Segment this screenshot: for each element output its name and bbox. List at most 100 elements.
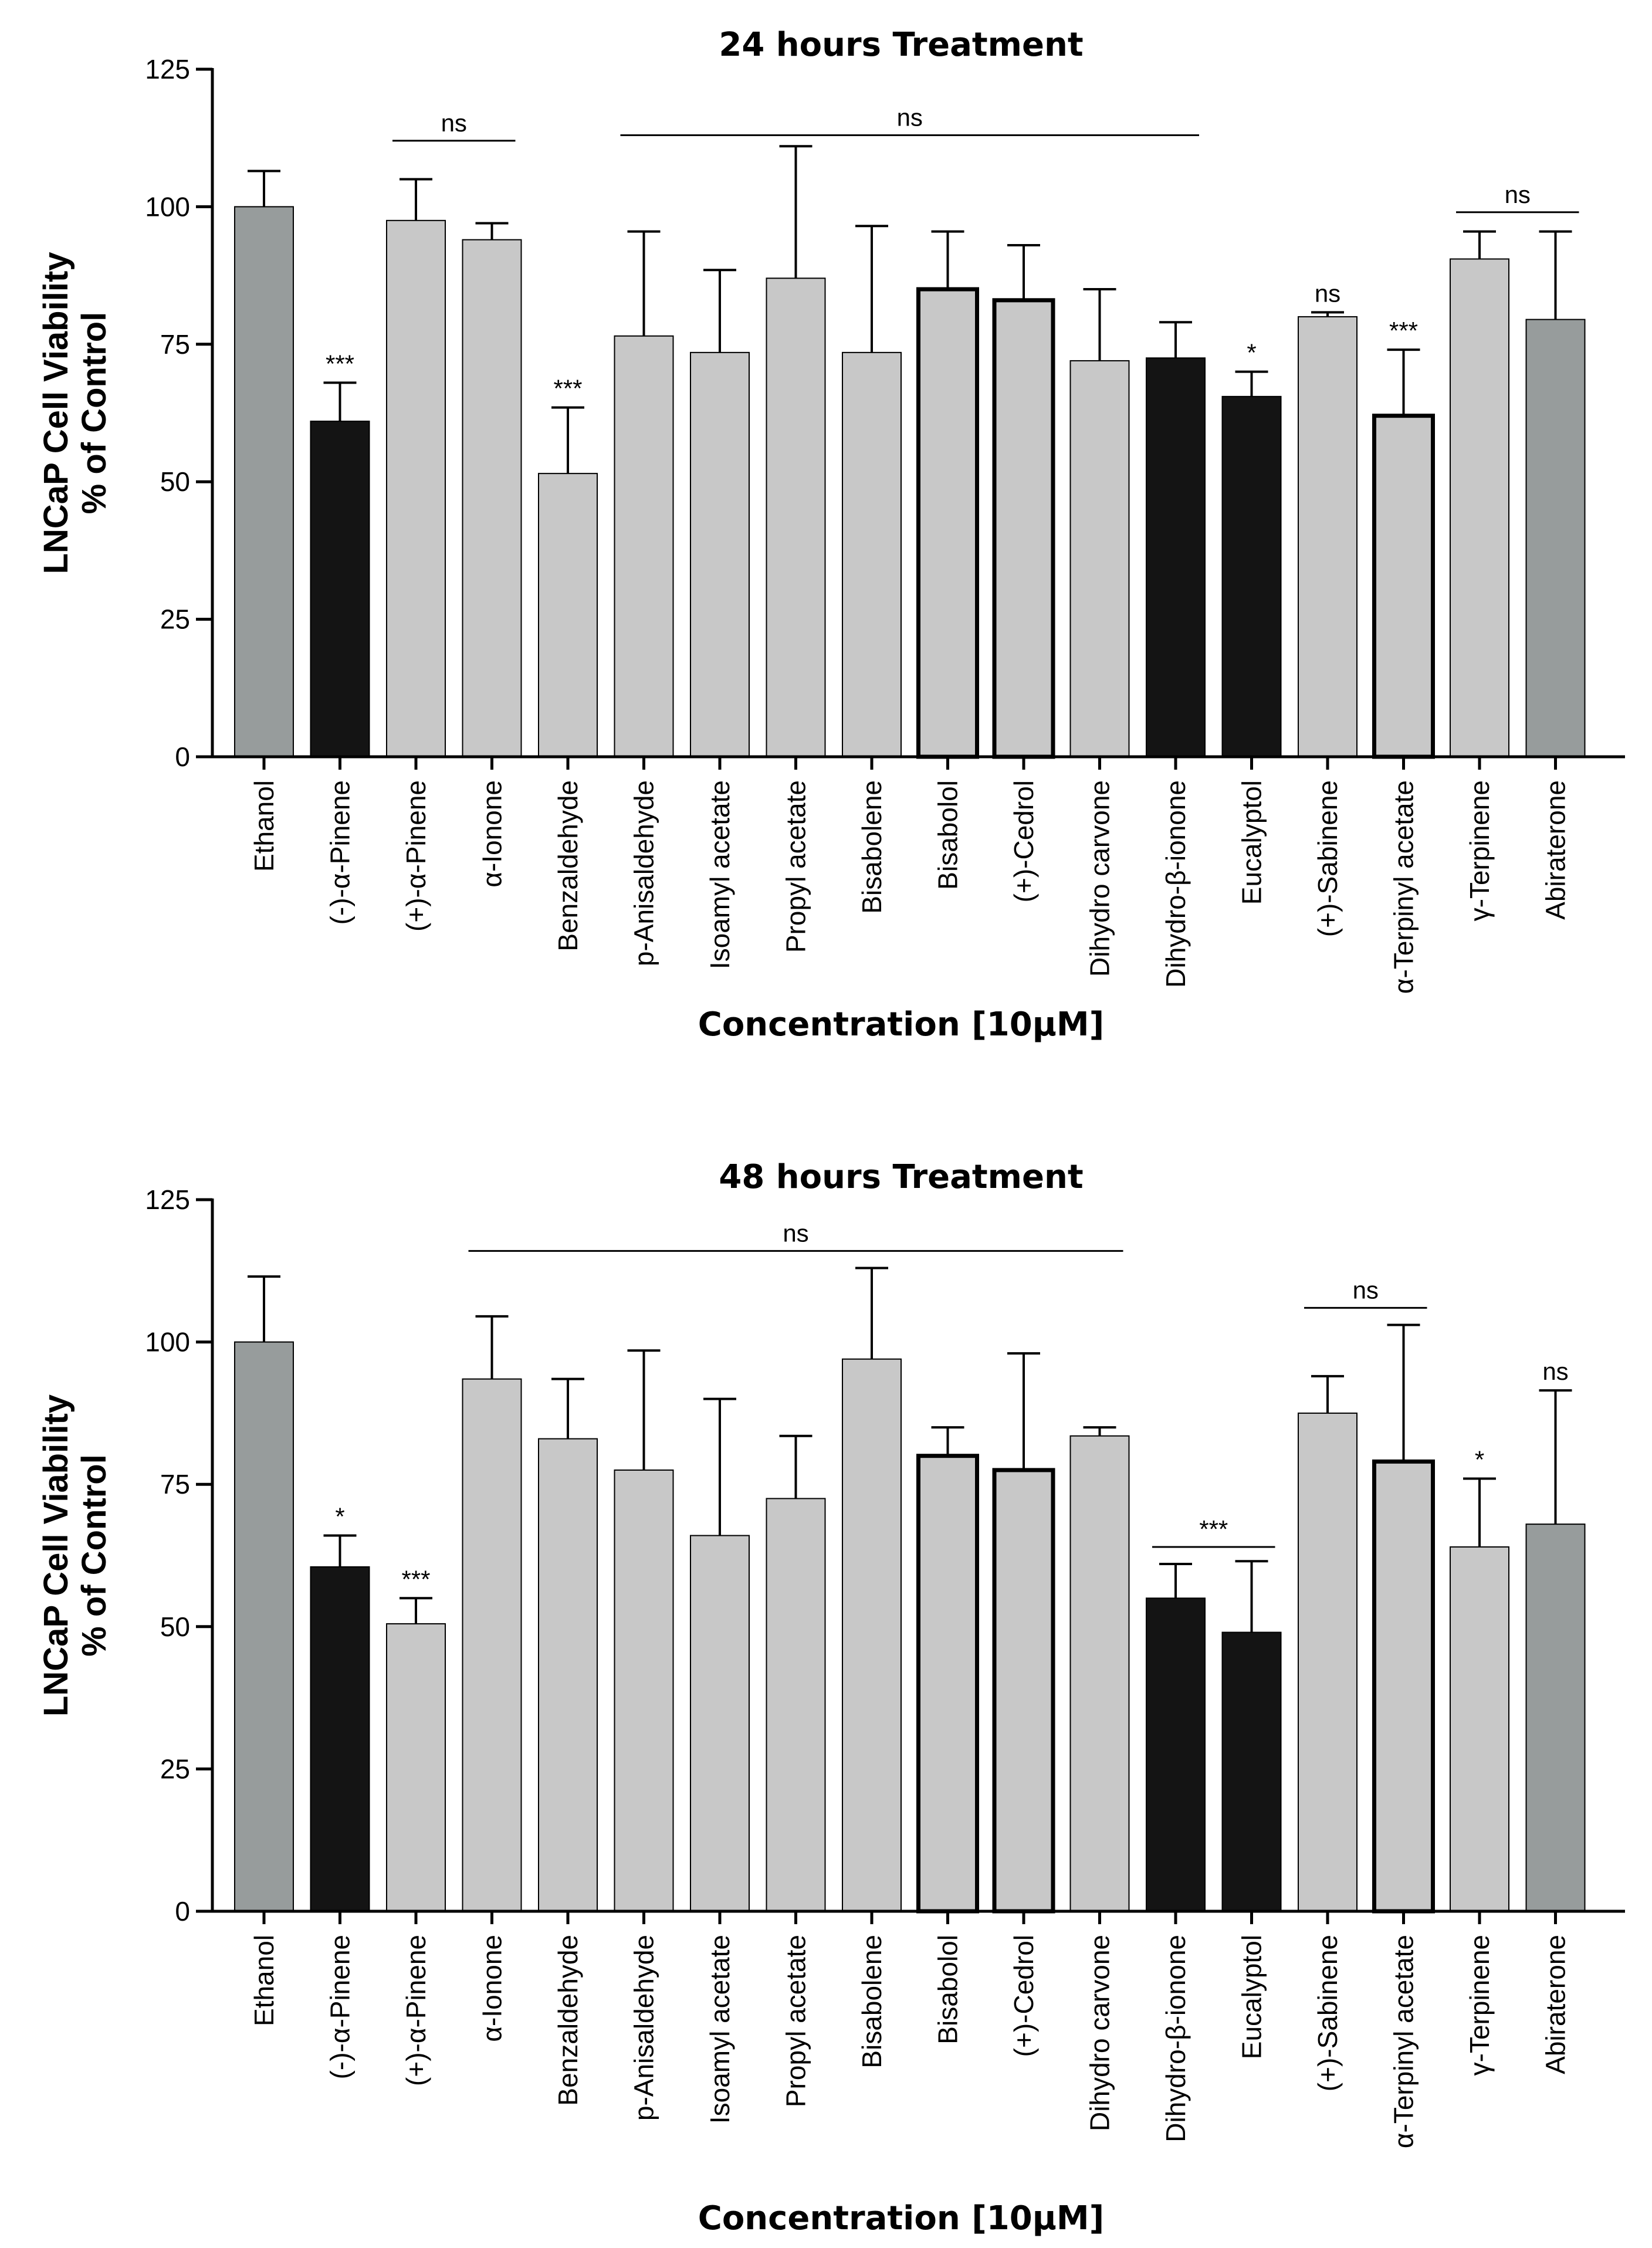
x-tick-label: Bisabolene bbox=[857, 780, 887, 914]
chart-24h: 24 hours Treatment LNCaP Cell Viability% … bbox=[37, 26, 1625, 1044]
x-tick-label: Isoamyl acetate bbox=[705, 780, 735, 969]
significance-label: ns bbox=[1353, 1276, 1379, 1304]
bar bbox=[1146, 1597, 1206, 1912]
significance-label: ns bbox=[1542, 1357, 1568, 1385]
bar bbox=[614, 1469, 674, 1912]
chart-title: 24 hours Treatment bbox=[719, 26, 1083, 64]
x-tick-label: Propyl acetate bbox=[781, 1935, 811, 2107]
x-tick-label: Benzaldehyde bbox=[553, 1935, 583, 2106]
bar bbox=[1069, 360, 1130, 757]
bar bbox=[462, 239, 522, 757]
significance-label: *** bbox=[1389, 317, 1418, 344]
x-tick-label: p-Anisaldehyde bbox=[629, 1935, 659, 2121]
bar bbox=[1450, 258, 1509, 757]
bar bbox=[1298, 316, 1358, 757]
y-tick-label: 75 bbox=[160, 329, 190, 360]
bar bbox=[234, 206, 294, 757]
x-tick-label: Dihydro-β-ionone bbox=[1160, 1935, 1191, 2142]
significance-label: *** bbox=[401, 1565, 430, 1593]
bar bbox=[1221, 395, 1282, 757]
bar bbox=[690, 1535, 750, 1912]
x-tick-label: (+)-Sabinene bbox=[1312, 1935, 1343, 2091]
x-tick-label: Abiraterone bbox=[1541, 780, 1571, 920]
x-axis-label: Concentration [10μM] bbox=[698, 2199, 1105, 2237]
y-axis-label-line2: % of Control bbox=[75, 312, 113, 514]
y-tick-label: 50 bbox=[160, 466, 190, 497]
x-tick-label: Dihydro-β-ionone bbox=[1160, 780, 1191, 988]
x-tick-label: γ-Terpinene bbox=[1464, 1935, 1495, 2076]
bar bbox=[310, 421, 370, 757]
significance-label: ns bbox=[441, 109, 467, 137]
x-tick-label: (+)-Sabinene bbox=[1312, 780, 1343, 937]
bar bbox=[1221, 1631, 1282, 1912]
x-tick-label: Benzaldehyde bbox=[553, 780, 583, 952]
significance-label: *** bbox=[553, 375, 582, 402]
x-tick-label: (+)-Cedrol bbox=[1008, 780, 1039, 902]
bar bbox=[614, 335, 674, 757]
bar bbox=[992, 1468, 1055, 1914]
y-tick-label: 0 bbox=[175, 1896, 190, 1927]
bar bbox=[1525, 1524, 1586, 1912]
x-axis-label: Concentration [10μM] bbox=[698, 1005, 1105, 1044]
x-tick-label: Eucalyptol bbox=[1237, 1935, 1267, 2059]
bar bbox=[386, 1623, 446, 1912]
y-tick-label: 125 bbox=[145, 54, 190, 84]
x-tick-label: Eucalyptol bbox=[1237, 780, 1267, 905]
bar bbox=[386, 219, 446, 757]
y-axis-label-line2: % of Control bbox=[75, 1454, 113, 1657]
significance-label: ns bbox=[1315, 279, 1340, 307]
bar bbox=[538, 1438, 598, 1912]
x-tick-label: α-Terpinyl acetate bbox=[1389, 780, 1419, 994]
bar bbox=[1372, 1459, 1435, 1914]
bar bbox=[462, 1378, 522, 1912]
x-tick-label: γ-Terpinene bbox=[1464, 780, 1495, 921]
significance-label: ns bbox=[783, 1219, 808, 1247]
significance-label: ns bbox=[1505, 181, 1531, 208]
bar bbox=[766, 1498, 826, 1912]
significance-label: * bbox=[1247, 339, 1256, 367]
significance-label: * bbox=[1475, 1445, 1484, 1473]
x-tick-label: α-Ionone bbox=[477, 1935, 507, 2042]
x-tick-label: (+)-Cedrol bbox=[1008, 1935, 1039, 2057]
bar bbox=[1146, 357, 1206, 757]
bar bbox=[310, 1566, 370, 1912]
significance-label: *** bbox=[1199, 1515, 1228, 1543]
chart-title: 48 hours Treatment bbox=[719, 1158, 1083, 1196]
x-tick-label: Dihydro carvone bbox=[1085, 1935, 1115, 2131]
x-tick-label: α-Terpinyl acetate bbox=[1389, 1935, 1419, 2148]
y-axis-label: LNCaP Cell Viability bbox=[37, 1394, 75, 1717]
x-tick-label: Ethanol bbox=[249, 780, 279, 872]
y-tick-label: 0 bbox=[175, 742, 190, 772]
bar bbox=[234, 1341, 294, 1912]
bar bbox=[766, 277, 826, 757]
x-tick-label: α-Ionone bbox=[477, 780, 507, 888]
x-tick-label: p-Anisaldehyde bbox=[629, 780, 659, 966]
y-tick-label: 75 bbox=[160, 1469, 190, 1499]
x-tick-label: (-)-α-Pinene bbox=[325, 780, 356, 925]
bar bbox=[1069, 1435, 1130, 1912]
chart-48h: 48 hours Treatment LNCaP Cell Viability% … bbox=[37, 1158, 1625, 2237]
significance-label: *** bbox=[326, 350, 354, 377]
bar bbox=[916, 1454, 979, 1914]
bar bbox=[1298, 1412, 1358, 1912]
bar bbox=[538, 473, 598, 757]
y-tick-label: 25 bbox=[160, 604, 190, 635]
x-tick-label: (+)-α-Pinene bbox=[401, 1935, 431, 2086]
x-tick-label: Bisabolene bbox=[857, 1935, 887, 2068]
x-tick-label: Dihydro carvone bbox=[1085, 780, 1115, 977]
bar bbox=[916, 287, 979, 759]
x-tick-label: Bisabolol bbox=[933, 780, 963, 890]
x-tick-label: Abiraterone bbox=[1541, 1935, 1571, 2074]
significance-label: ns bbox=[897, 104, 923, 131]
x-tick-label: Ethanol bbox=[249, 1935, 279, 2026]
x-tick-label: (-)-α-Pinene bbox=[325, 1935, 356, 2079]
bar bbox=[1372, 414, 1435, 759]
bar bbox=[690, 351, 750, 757]
y-tick-label: 125 bbox=[145, 1184, 190, 1215]
bar bbox=[842, 351, 902, 757]
y-tick-label: 50 bbox=[160, 1611, 190, 1642]
bar bbox=[992, 298, 1055, 759]
x-tick-label: Isoamyl acetate bbox=[705, 1935, 735, 2124]
y-tick-label: 100 bbox=[145, 1327, 190, 1357]
